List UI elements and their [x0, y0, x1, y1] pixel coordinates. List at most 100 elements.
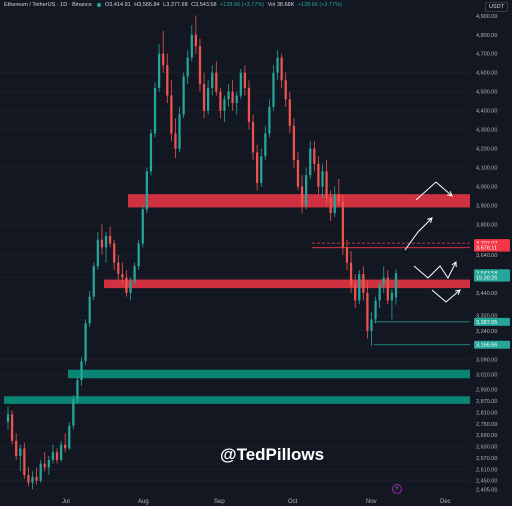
candle-19: [84, 319, 87, 365]
y-axis-bg[interactable]: [472, 0, 512, 506]
candle-body: [15, 440, 18, 457]
price-tag-label: 3,287.05: [476, 320, 497, 326]
candle-body: [349, 262, 353, 286]
candle-body: [104, 235, 108, 248]
candle-91: [378, 281, 381, 309]
candle-0: [6, 406, 10, 430]
candle-body: [64, 444, 67, 449]
candle-body: [145, 171, 148, 210]
y-tick-label: 3,320.00: [476, 314, 497, 320]
candle-93: [386, 270, 389, 305]
candle-body: [178, 114, 181, 149]
y-tick-label: 4,100.00: [476, 166, 497, 172]
y-tick-label: 3,240.00: [476, 329, 497, 335]
candle-body: [137, 243, 140, 267]
candle-body: [84, 323, 87, 362]
candle-body: [182, 76, 185, 115]
candle-body: [382, 277, 385, 286]
x-tick-label: Sep: [214, 499, 225, 505]
candle-72: [300, 175, 304, 214]
candle-body: [27, 475, 30, 483]
candle-body: [96, 239, 99, 267]
candle-49: [207, 80, 210, 115]
price-tag-bg: [474, 243, 510, 252]
candle-61: [256, 144, 259, 191]
candle-75: [313, 141, 316, 172]
candle-9: [43, 452, 46, 472]
candle-22: [96, 232, 99, 271]
candle-body: [272, 72, 275, 107]
candle-body: [264, 133, 267, 157]
x-axis: Jul Aug Sep Oct Nov Dec: [0, 494, 512, 506]
y-tick-label: 3,440.00: [476, 291, 497, 297]
arrow-zigzag-head: [451, 261, 457, 268]
candle-body: [366, 292, 369, 331]
candle-42: [178, 106, 181, 153]
flash-icon[interactable]: ⚡: [392, 484, 402, 494]
candle-39: [166, 53, 169, 104]
zones: [4, 194, 470, 404]
arrow-lower: [431, 289, 461, 303]
candle-body: [354, 285, 357, 301]
candle-body: [268, 106, 271, 134]
candle-4: [23, 442, 26, 479]
candle-73: [305, 167, 308, 210]
candle-10: [47, 456, 50, 476]
price-tags: 3,702.073,678.113,543.5815:30:253,287.05…: [474, 239, 510, 349]
candle-body: [362, 273, 365, 293]
x-tick-label: Oct: [288, 499, 298, 505]
candle-body: [378, 285, 381, 301]
arrow-middle: [404, 217, 433, 251]
candle-36: [153, 82, 157, 138]
zone-support-lower: [4, 396, 470, 404]
zone-resistance-lower: [104, 279, 470, 289]
currency-selector[interactable]: USDT: [485, 2, 508, 12]
candle-body: [39, 463, 42, 481]
candle-body: [23, 448, 26, 476]
candle-body: [186, 57, 189, 77]
symbol-title[interactable]: Ethereum / TetherUS · 1D · Binance: [4, 2, 92, 8]
candle-15: [68, 421, 71, 451]
x-tick-label: Dec: [440, 499, 451, 505]
y-tick-label: 3,010.00: [476, 372, 497, 378]
candle-body: [219, 91, 222, 111]
candle-83: [345, 239, 349, 271]
y-tick-label: 2,570.00: [476, 456, 497, 462]
arrow-upper: [415, 181, 453, 201]
candle-30: [129, 277, 132, 301]
candle-76: [317, 156, 320, 195]
candle-body: [31, 476, 34, 483]
candle-body: [19, 448, 22, 457]
candle-80: [333, 186, 336, 217]
x-axis-bg[interactable]: [0, 494, 512, 506]
candle-25: [108, 226, 112, 248]
candle-body: [321, 171, 324, 187]
candle-35: [149, 129, 153, 176]
candle-57: [239, 68, 242, 100]
candle-body: [202, 84, 206, 111]
candle-body: [260, 156, 263, 183]
x-tick-label: Nov: [366, 499, 377, 505]
candle-body: [174, 133, 177, 149]
candle-body: [251, 122, 255, 153]
arrow-zigzag: [413, 261, 457, 279]
candle-body: [329, 197, 332, 214]
candle-78: [325, 160, 328, 206]
y-tick-label: 4,900.00: [476, 14, 497, 20]
candle-89: [370, 311, 373, 346]
y-tick-label: 4,000.00: [476, 185, 497, 191]
price-tag-1: 3,678.11: [474, 243, 510, 252]
candle-body: [72, 399, 75, 426]
candle-48: [202, 72, 206, 119]
candle-body: [170, 95, 173, 134]
candle-41: [174, 118, 177, 159]
candle-body: [100, 239, 104, 248]
candle-31: [133, 262, 136, 286]
candle-38: [162, 30, 165, 73]
projection-arrows: [404, 181, 461, 303]
zone-support-upper: [68, 369, 470, 379]
candle-84: [349, 251, 353, 293]
candle-2: [15, 433, 18, 460]
open-value: O3,414.91: [105, 2, 131, 8]
